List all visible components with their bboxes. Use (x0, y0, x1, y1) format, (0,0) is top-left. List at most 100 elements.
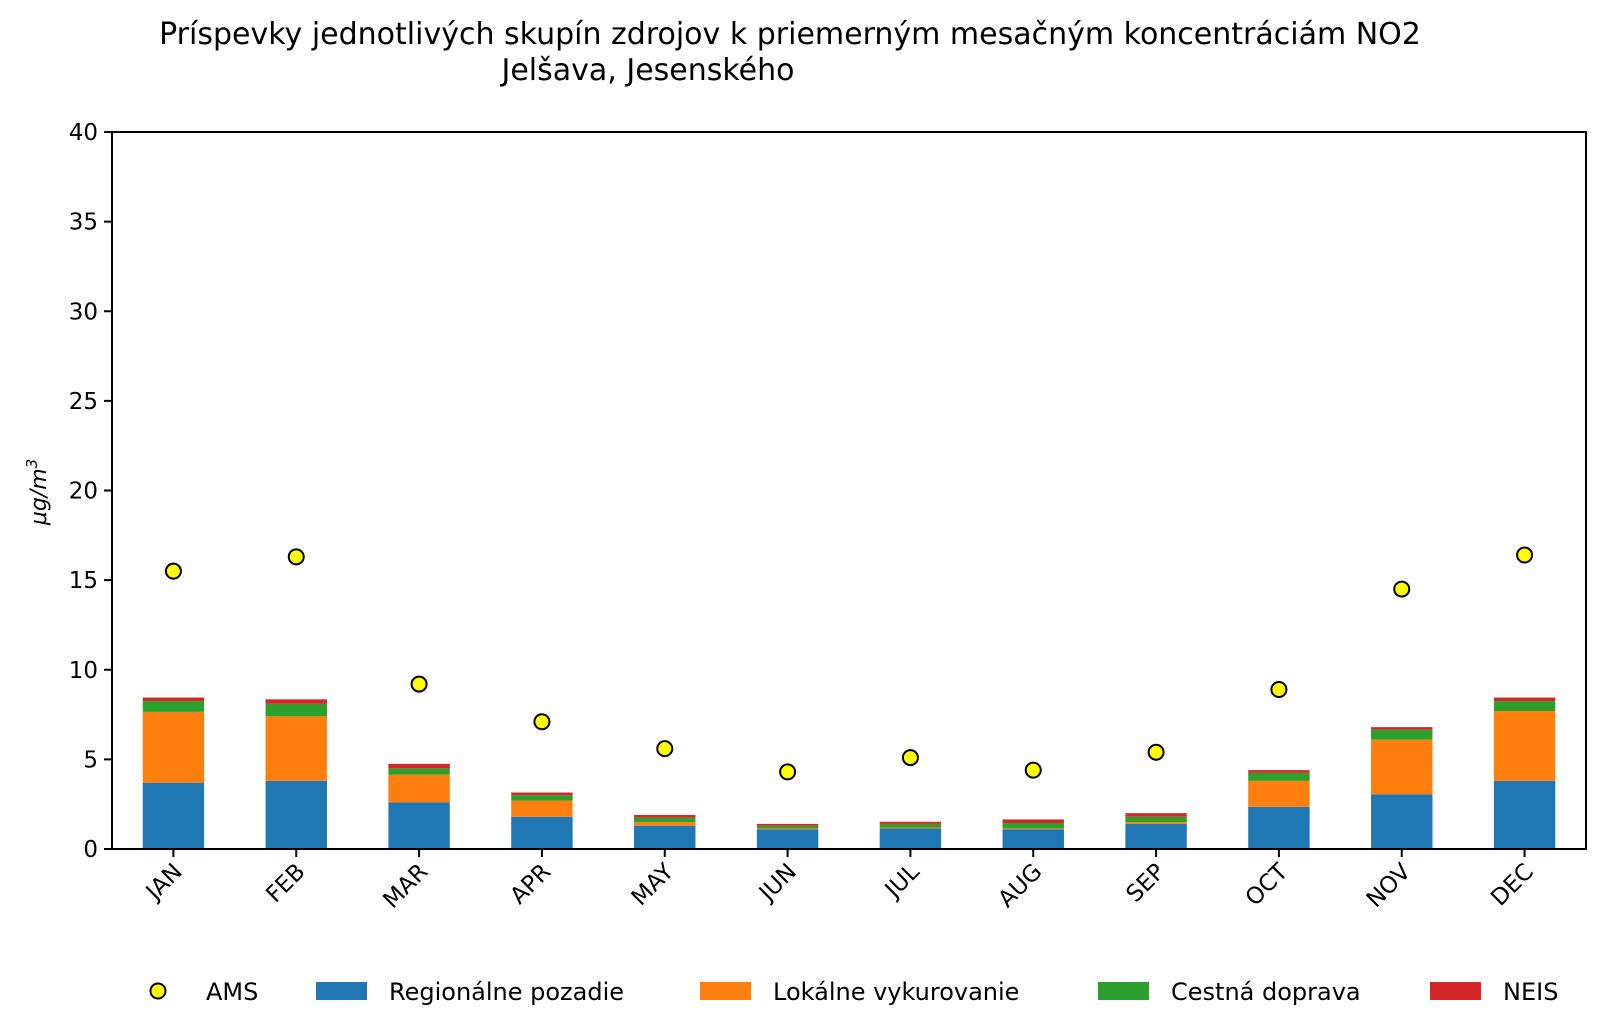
bar-lokalne-vykurovanie-jan (142, 711, 205, 783)
bar-cestna-doprava-may (634, 817, 696, 823)
bar-neis-feb (265, 699, 327, 704)
y-tick-label: 5 (83, 747, 98, 773)
ams-point-mar (410, 675, 428, 693)
x-tick-label: DEC (1486, 859, 1539, 912)
y-tick-label: 0 (83, 837, 98, 863)
x-tick-label: JUL (879, 859, 925, 905)
plot-area: 0 5 10 15 20 25 30 35 40 JAN FEB MAR APR MAY JUN JUL AUG… (69, 120, 1556, 914)
y-axis-label-text: μg/m (27, 468, 52, 526)
bar-lokalne-vykurovanie-oct (1248, 780, 1310, 807)
x-tick-label: FEB (261, 859, 310, 908)
bar-lokalne-vykurovanie-sep (1125, 822, 1187, 824)
bar-regionalne-pozadie-jan (142, 782, 205, 849)
legend-swatch-regionalne-pozadie (316, 982, 367, 1000)
legend-label-ams: AMS (206, 978, 258, 1006)
bar-regionalne-pozadie-aug (1002, 829, 1064, 849)
bar-lokalne-vykurovanie-jul (879, 827, 942, 829)
bar-lokalne-vykurovanie-nov (1371, 739, 1433, 795)
x-tick-label: NOV (1362, 859, 1416, 913)
bar-neis-jul (879, 821, 942, 824)
y-tick-label: 30 (69, 299, 98, 325)
bar-lokalne-vykurovanie-may (634, 822, 696, 826)
x-tick-label: OCT (1241, 858, 1294, 911)
y-tick-label: 35 (69, 210, 98, 236)
bar-cestna-doprava-jul (879, 823, 942, 828)
bar-regionalne-pozadie-jul (879, 828, 942, 849)
ams-point-apr (533, 713, 551, 731)
ams-point-may (656, 740, 674, 758)
legend-label-neis: NEIS (1503, 978, 1558, 1006)
legend: AMS Regionálne pozadie Lokálne vykurovanie… (149, 978, 1558, 1006)
bar-neis-sep (1125, 813, 1187, 817)
bar-neis-aug (1002, 819, 1064, 824)
bar-regionalne-pozadie-may (634, 825, 696, 849)
legend-swatch-neis (1430, 982, 1481, 1000)
bar-lokalne-vykurovanie-mar (388, 774, 450, 803)
bar-neis-dec (1493, 697, 1556, 702)
legend-label-lokalne-vykurovanie: Lokálne vykurovanie (773, 978, 1019, 1006)
bar-neis-mar (388, 763, 450, 769)
y-tick-label: 25 (69, 389, 98, 415)
y-tick-label: 20 (69, 479, 98, 505)
x-tick-label: AUG (993, 859, 1047, 913)
y-tick-label: 10 (69, 658, 98, 684)
x-tick-label: MAR (378, 859, 433, 914)
ams-point-jul (901, 749, 919, 767)
plot-frame (111, 131, 1587, 850)
bar-regionalne-pozadie-mar (388, 802, 450, 849)
ams-point-nov (1393, 580, 1411, 598)
ams-point-jan (164, 562, 182, 580)
legend-swatch-cestna-doprava (1098, 982, 1149, 1000)
bar-lokalne-vykurovanie-apr (511, 800, 573, 817)
bar-regionalne-pozadie-feb (265, 780, 327, 849)
bar-lokalne-vykurovanie-jun (756, 828, 819, 830)
y-axis-label: μg/m3 (23, 459, 52, 526)
legend-label-regionalne-pozadie: Regionálne pozadie (389, 978, 624, 1006)
ams-point-sep (1147, 743, 1165, 761)
bar-cestna-doprava-oct (1248, 772, 1310, 781)
bar-lokalne-vykurovanie-aug (1002, 828, 1064, 830)
bar-cestna-doprava-mar (388, 768, 450, 775)
y-tick-label: 15 (69, 568, 98, 594)
ams-point-jun (779, 763, 797, 781)
bar-regionalne-pozadie-apr (511, 816, 573, 849)
legend-swatch-lokalne-vykurovanie (700, 982, 751, 1000)
x-tick-label: JUN (753, 859, 802, 908)
bar-neis-oct (1248, 770, 1310, 773)
legend-marker-ams (149, 982, 167, 1000)
ams-point-feb (287, 548, 305, 566)
ams-point-dec (1516, 546, 1534, 564)
bar-lokalne-vykurovanie-feb (265, 716, 327, 781)
bar-cestna-doprava-jun (756, 825, 819, 829)
bar-regionalne-pozadie-oct (1248, 806, 1310, 849)
x-tick-label: MAY (627, 858, 680, 911)
x-tick-label: SEP (1122, 859, 1171, 908)
bar-neis-jan (142, 697, 205, 702)
x-tick-label: JAN (140, 859, 188, 907)
y-axis-label-superscript: 3 (23, 459, 41, 469)
bar-regionalne-pozadie-dec (1493, 780, 1556, 849)
bar-neis-apr (511, 792, 573, 796)
bar-neis-nov (1371, 727, 1433, 730)
bar-cestna-doprava-jan (142, 701, 205, 712)
bar-neis-jun (756, 823, 819, 826)
bar-cestna-doprava-aug (1002, 823, 1064, 829)
bar-regionalne-pozadie-sep (1125, 823, 1187, 849)
bar-cestna-doprava-apr (511, 795, 573, 801)
bar-neis-may (634, 814, 696, 818)
bar-regionalne-pozadie-nov (1371, 794, 1433, 849)
legend-label-cestna-doprava: Cestná doprava (1171, 978, 1361, 1006)
bar-cestna-doprava-nov (1371, 729, 1433, 740)
x-tick-label: APR (506, 859, 557, 910)
y-tick-label: 40 (69, 120, 98, 146)
bar-cestna-doprava-sep (1125, 816, 1187, 823)
chart-subtitle: Jelšava, Jesenského (499, 53, 794, 88)
chart-title: Príspevky jednotlivých skupín zdrojov k … (159, 17, 1421, 52)
bar-lokalne-vykurovanie-dec (1493, 710, 1556, 781)
bar-regionalne-pozadie-jun (756, 829, 819, 849)
ams-point-aug (1024, 761, 1042, 779)
ams-point-oct (1270, 680, 1288, 698)
bar-cestna-doprava-dec (1493, 701, 1556, 711)
bar-cestna-doprava-feb (265, 703, 327, 717)
